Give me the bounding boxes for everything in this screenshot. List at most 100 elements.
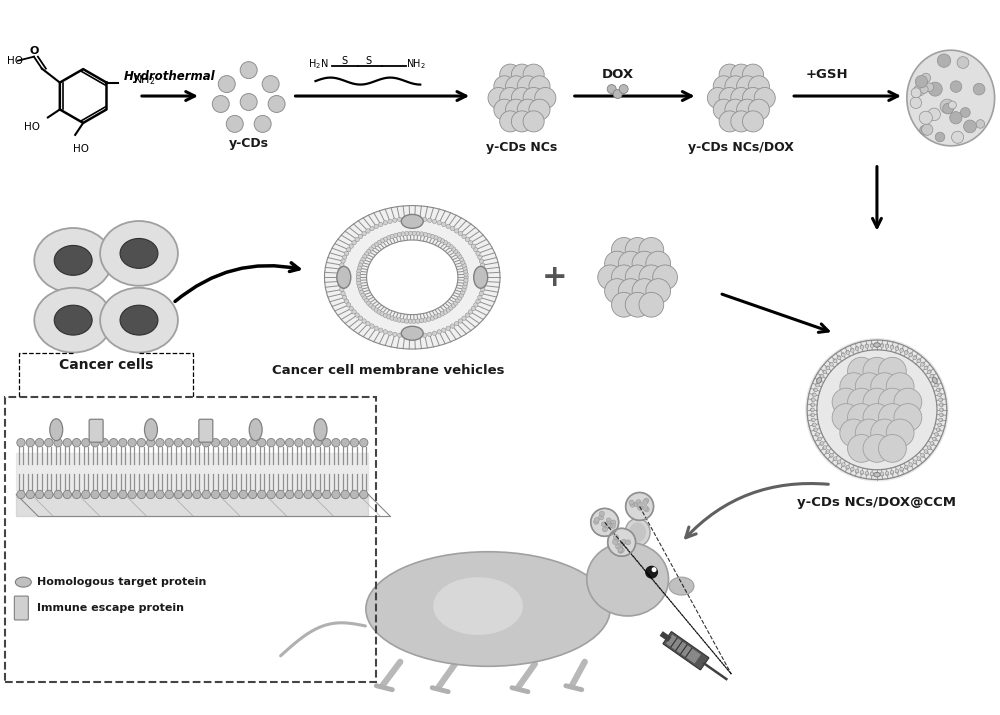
Circle shape [736,90,740,94]
Circle shape [642,261,647,266]
Circle shape [295,490,303,498]
Circle shape [730,79,735,82]
Circle shape [471,306,475,311]
Circle shape [386,235,391,240]
Circle shape [957,56,969,69]
Circle shape [886,438,891,443]
Circle shape [928,108,940,121]
Circle shape [652,268,657,273]
Circle shape [461,290,465,295]
Circle shape [529,102,533,106]
Circle shape [841,463,845,467]
Bar [16,495,368,516]
Circle shape [898,385,902,389]
Circle shape [364,252,369,256]
Circle shape [508,84,512,89]
Circle shape [520,96,524,100]
Circle shape [649,275,654,280]
Circle shape [628,275,633,280]
Circle shape [511,90,515,94]
Circle shape [639,255,643,259]
Circle shape [341,291,345,296]
Circle shape [739,84,743,89]
Circle shape [652,268,657,273]
Circle shape [628,261,633,266]
Circle shape [202,438,210,447]
Circle shape [628,289,633,293]
Circle shape [730,114,735,117]
FancyBboxPatch shape [663,631,709,670]
Circle shape [733,108,738,112]
Circle shape [754,114,758,117]
Circle shape [534,79,539,82]
Ellipse shape [34,287,112,352]
Circle shape [851,408,856,412]
Circle shape [464,278,468,282]
Circle shape [341,490,349,498]
Circle shape [760,90,764,94]
Circle shape [851,430,856,435]
Circle shape [474,302,478,307]
Circle shape [341,259,345,263]
Circle shape [523,111,544,132]
Circle shape [625,282,630,287]
Circle shape [871,438,875,443]
Circle shape [725,102,729,106]
Circle shape [35,490,44,498]
Circle shape [508,108,512,112]
Circle shape [871,377,875,381]
Circle shape [894,423,899,428]
Circle shape [338,280,343,284]
Circle shape [619,84,628,94]
Circle shape [730,90,735,94]
Circle shape [890,408,895,412]
Circle shape [642,289,647,293]
Circle shape [745,84,749,89]
Circle shape [523,90,527,94]
Circle shape [733,108,738,112]
Circle shape [379,222,383,227]
Circle shape [863,423,868,428]
Circle shape [652,295,657,300]
Circle shape [463,281,468,285]
Circle shape [352,240,356,245]
Circle shape [885,471,889,475]
Circle shape [635,275,640,280]
Circle shape [366,322,370,326]
Circle shape [370,324,374,328]
Circle shape [505,114,509,117]
Circle shape [458,232,463,236]
Circle shape [841,352,845,356]
Circle shape [656,261,661,266]
Circle shape [100,438,109,447]
Circle shape [855,470,859,473]
Circle shape [471,244,475,248]
Circle shape [890,385,895,389]
Circle shape [935,132,945,142]
Circle shape [652,568,656,571]
Circle shape [880,343,884,347]
Circle shape [860,345,864,348]
Circle shape [867,430,872,435]
Circle shape [423,217,427,222]
Circle shape [478,255,482,260]
Circle shape [532,96,536,100]
Circle shape [860,345,864,349]
Circle shape [813,423,816,427]
Circle shape [502,84,506,89]
Circle shape [886,400,891,405]
Circle shape [851,385,856,389]
Circle shape [937,428,940,432]
Circle shape [855,423,860,428]
Circle shape [850,468,854,471]
Circle shape [725,99,746,120]
Circle shape [925,450,928,454]
Circle shape [867,430,872,435]
Circle shape [902,423,906,428]
Circle shape [817,378,821,382]
Circle shape [840,373,868,400]
Circle shape [733,108,738,112]
Circle shape [526,108,530,112]
Circle shape [930,375,934,378]
Circle shape [882,430,887,435]
